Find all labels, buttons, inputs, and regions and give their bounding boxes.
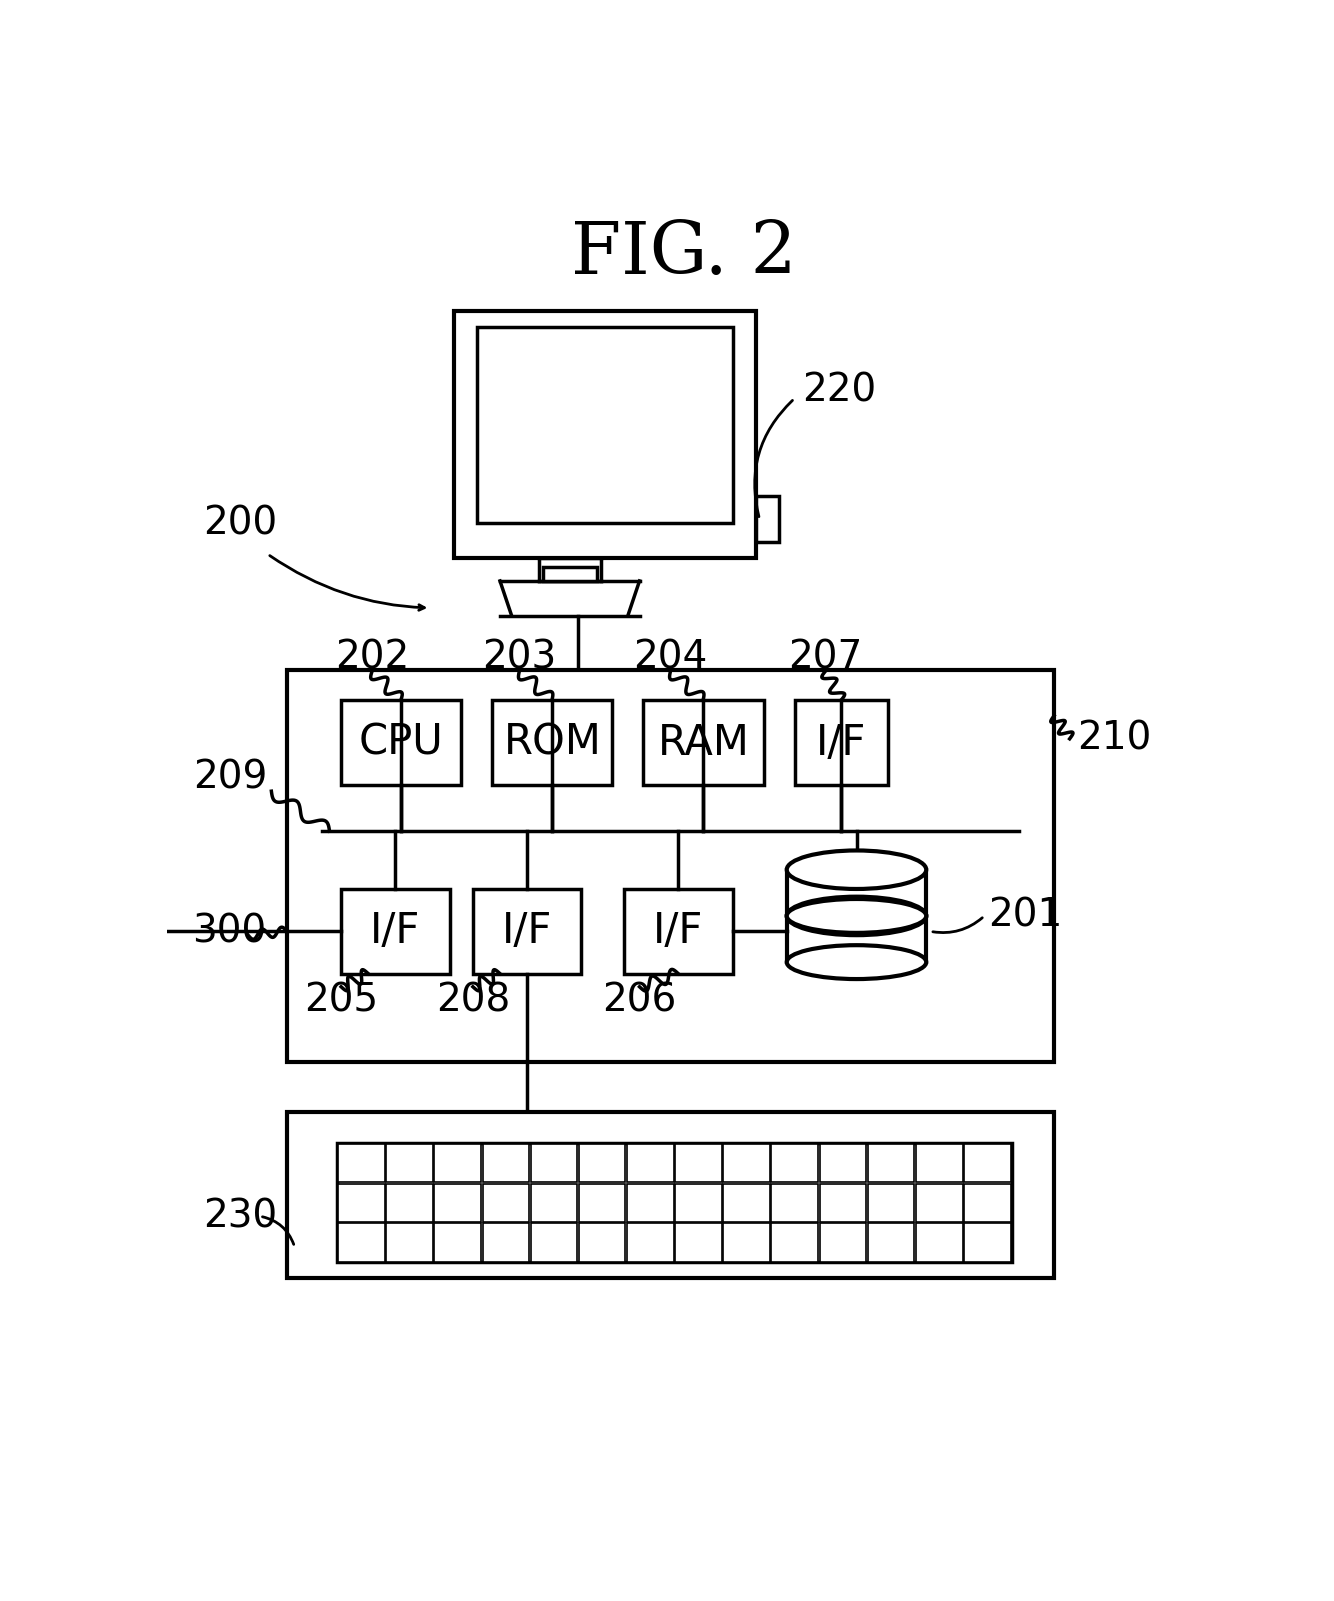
Bar: [579, 1143, 626, 1182]
Bar: [868, 1223, 914, 1262]
Text: 209: 209: [193, 759, 268, 796]
Bar: [435, 1143, 482, 1182]
Bar: [624, 889, 732, 973]
Bar: [964, 1183, 1011, 1222]
Text: 204: 204: [634, 639, 707, 676]
Text: 203: 203: [483, 639, 556, 676]
Bar: [531, 1183, 578, 1222]
Text: I/F: I/F: [654, 911, 703, 953]
Bar: [342, 700, 462, 784]
Text: I/F: I/F: [502, 911, 552, 953]
Text: I/F: I/F: [816, 722, 866, 764]
Bar: [287, 1113, 1054, 1278]
Text: 205: 205: [304, 981, 378, 1020]
Bar: [916, 1223, 963, 1262]
Bar: [868, 1183, 914, 1222]
Bar: [483, 1143, 530, 1182]
Text: I/F: I/F: [371, 911, 420, 953]
Bar: [454, 312, 756, 557]
Bar: [435, 1183, 482, 1222]
Bar: [338, 1143, 384, 1182]
Bar: [386, 1223, 432, 1262]
Bar: [675, 1183, 722, 1222]
Bar: [476, 327, 732, 524]
Bar: [531, 1223, 578, 1262]
Bar: [543, 567, 596, 581]
Bar: [338, 1183, 384, 1222]
Bar: [916, 1143, 963, 1182]
Bar: [819, 1143, 866, 1182]
Text: 207: 207: [788, 639, 863, 676]
Bar: [627, 1183, 674, 1222]
Bar: [756, 496, 779, 543]
Bar: [435, 1223, 482, 1262]
Text: 220: 220: [802, 371, 876, 410]
Bar: [964, 1223, 1011, 1262]
Text: RAM: RAM: [658, 722, 750, 764]
Ellipse shape: [787, 850, 926, 889]
Bar: [795, 700, 887, 784]
Text: CPU: CPU: [359, 722, 444, 764]
Bar: [531, 1143, 578, 1182]
Bar: [723, 1143, 770, 1182]
Bar: [723, 1223, 770, 1262]
Bar: [771, 1223, 818, 1262]
Bar: [723, 1183, 770, 1222]
Text: ROM: ROM: [503, 722, 602, 764]
Bar: [643, 700, 763, 784]
Bar: [287, 669, 1054, 1061]
Text: 210: 210: [1078, 720, 1151, 757]
Bar: [338, 1223, 384, 1262]
Bar: [916, 1183, 963, 1222]
Bar: [627, 1143, 674, 1182]
Text: 230: 230: [203, 1198, 277, 1236]
Bar: [675, 1223, 722, 1262]
Text: 200: 200: [203, 504, 277, 543]
Text: 206: 206: [603, 981, 676, 1020]
Bar: [771, 1183, 818, 1222]
Text: 208: 208: [436, 981, 510, 1020]
Bar: [868, 1143, 914, 1182]
Ellipse shape: [787, 945, 926, 980]
Bar: [342, 889, 450, 973]
Bar: [483, 1183, 530, 1222]
Text: 300: 300: [192, 913, 265, 951]
Bar: [579, 1183, 626, 1222]
Text: 202: 202: [335, 639, 410, 676]
Bar: [675, 1143, 722, 1182]
Bar: [472, 889, 582, 973]
Bar: [483, 1223, 530, 1262]
Text: FIG. 2: FIG. 2: [571, 218, 796, 290]
Text: 201: 201: [988, 897, 1063, 935]
Bar: [579, 1223, 626, 1262]
Bar: [386, 1183, 432, 1222]
Bar: [819, 1183, 866, 1222]
Bar: [771, 1143, 818, 1182]
Bar: [964, 1143, 1011, 1182]
Bar: [627, 1223, 674, 1262]
Ellipse shape: [787, 897, 926, 935]
Bar: [819, 1223, 866, 1262]
Bar: [338, 1143, 1011, 1263]
Bar: [492, 700, 612, 784]
Bar: [386, 1143, 432, 1182]
Ellipse shape: [787, 900, 926, 933]
